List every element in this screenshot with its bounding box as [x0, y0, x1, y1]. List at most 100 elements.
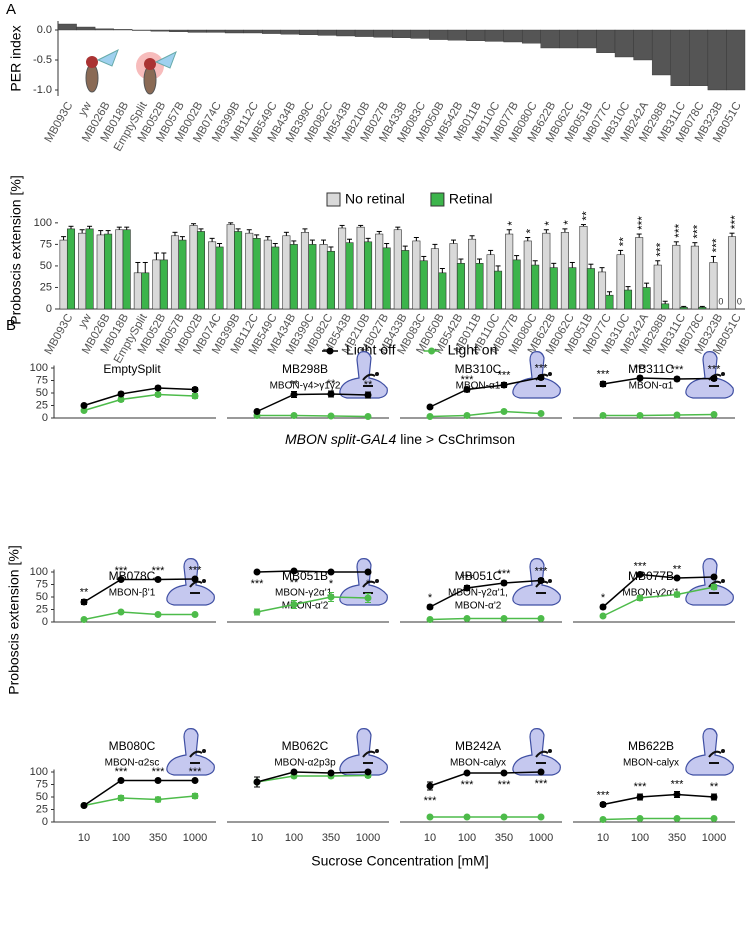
y-tick-label: 25 [40, 281, 52, 293]
point [117, 777, 125, 784]
bar [66, 228, 76, 310]
point [364, 768, 372, 776]
brain-lobe [685, 351, 734, 399]
brain-icon [512, 351, 561, 399]
x-tick-label: 350 [668, 832, 686, 844]
brain-icon [339, 558, 388, 606]
point [537, 577, 545, 584]
bar [447, 29, 467, 41]
panel-subtitle: MBON-α2sc [105, 758, 160, 769]
significance: *** [634, 781, 648, 793]
x-tick-label: 10 [78, 832, 90, 844]
point [327, 568, 335, 576]
value-label: 0 [737, 296, 742, 306]
brain-soma [202, 749, 206, 753]
line [256, 774, 369, 783]
point [500, 769, 508, 777]
point [673, 411, 681, 419]
y-tick-label: 50 [36, 387, 48, 399]
line [256, 393, 369, 413]
significance: * [505, 221, 519, 226]
bar [429, 29, 449, 40]
y-tick-label: 25 [36, 603, 48, 615]
bar [113, 29, 133, 31]
bar [115, 229, 124, 310]
y-tick-label: 100 [30, 362, 48, 374]
point [599, 612, 607, 620]
bar [299, 29, 319, 36]
significance: * [524, 228, 538, 233]
point [364, 413, 372, 420]
significance: * [366, 578, 371, 590]
point [327, 390, 335, 398]
brain-soma [548, 749, 552, 753]
legend-label: Retinal [449, 191, 493, 207]
significance: ** [290, 378, 299, 390]
bar [466, 29, 486, 42]
point [191, 575, 199, 583]
point [117, 390, 125, 398]
line [603, 413, 715, 417]
bar [150, 29, 170, 32]
panel-subtitle: MBON-calyx [450, 758, 506, 769]
point [537, 813, 545, 821]
significance: * [542, 221, 556, 226]
y-tick-label: 100 [30, 566, 48, 578]
significance: ** [290, 577, 299, 589]
significance: *** [498, 568, 512, 580]
point [636, 374, 644, 382]
point [636, 412, 644, 419]
point [253, 608, 261, 616]
x-tick-label: 100 [458, 832, 476, 844]
point [253, 408, 261, 415]
point [426, 813, 434, 821]
significance: *** [634, 560, 648, 572]
x-tick-label: MB093C [43, 100, 76, 145]
brain-soma [721, 749, 725, 753]
bar [226, 224, 235, 310]
bar [475, 263, 484, 310]
y-tick-label: 50 [40, 260, 52, 272]
line [602, 817, 714, 821]
brain-lobe [512, 558, 561, 606]
significance: *** [189, 766, 203, 778]
fly-body [143, 65, 157, 95]
panel-subtitle: MBON-α1 [629, 381, 674, 392]
brain-lobe [512, 728, 561, 776]
point [154, 384, 162, 392]
bar [484, 29, 504, 42]
point [636, 815, 644, 822]
bar [280, 29, 300, 35]
point [426, 413, 434, 420]
point [463, 615, 471, 622]
point [463, 412, 471, 419]
bar [393, 229, 402, 310]
bar [364, 241, 373, 310]
bar [633, 29, 653, 61]
point [673, 375, 681, 383]
fly-head [86, 56, 98, 68]
significance: *** [535, 778, 549, 790]
panel-subtitle: MBON-α'2 [455, 601, 502, 612]
brain-soma [548, 579, 552, 583]
bar [382, 247, 391, 310]
brain-icon [685, 351, 734, 399]
bar [141, 272, 150, 310]
brain-icon [166, 728, 215, 776]
brain-lobe [166, 558, 215, 606]
x-tick-label: 10 [424, 832, 436, 844]
bar [224, 29, 244, 34]
point [290, 412, 298, 419]
significance: *** [691, 224, 705, 238]
x-tick-label: yw [77, 311, 95, 330]
brain-icon [512, 728, 561, 776]
bar [356, 226, 365, 310]
brain-neuron [708, 580, 722, 594]
x-tick-label: 100 [112, 832, 130, 844]
significance: *** [728, 215, 742, 229]
bar [596, 29, 616, 53]
y-tick-label: 0 [42, 816, 48, 828]
point [500, 615, 508, 622]
bar [59, 239, 68, 310]
legend-swatch [326, 347, 334, 355]
